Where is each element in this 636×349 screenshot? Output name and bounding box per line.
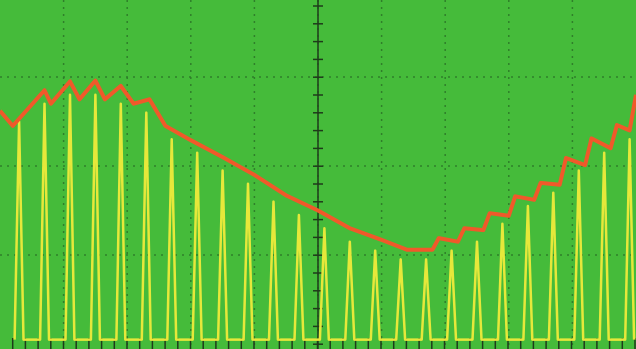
signal-trace (13, 93, 636, 341)
envelope-trace (0, 78, 636, 252)
